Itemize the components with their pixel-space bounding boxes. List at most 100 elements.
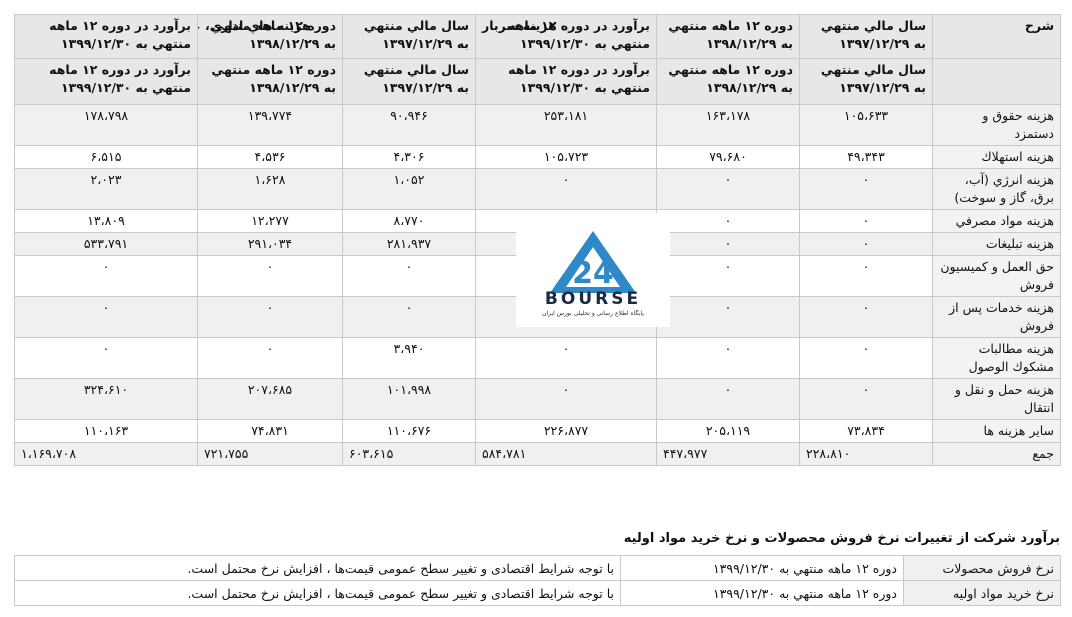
- cell: ۰: [799, 255, 933, 297]
- cell: ۰: [197, 337, 343, 379]
- rates-note: با توجه شرايط اقتصادى و تغيير سطح عمومى …: [14, 580, 621, 606]
- row-label: ساير هزينه ها: [932, 419, 1061, 443]
- cell: ۰: [799, 168, 933, 210]
- header-col-4: سال مالي منتهي به ۱۳۹۷/۱۲/۲۹: [342, 14, 476, 59]
- cell: ۷۹،۶۸۰: [656, 145, 800, 169]
- rates-table: نرخ فروش محصولات دوره ۱۲ ماهه منتهي به ۱…: [14, 555, 1061, 606]
- rates-section-title: برآورد شركت از تغييرات نرخ فروش محصولات …: [623, 531, 1060, 546]
- header-col-5-text: دوره ۱۲ ماهه منتهي به ۱۳۹۸/۱۲/۲۹: [211, 18, 336, 51]
- row-label: هزينه تبليغات: [932, 232, 1061, 256]
- cell: ۱۶۳،۱۷۸: [656, 104, 800, 146]
- header2-col-5: دوره ۱۲ ماهه منتهي به ۱۳۹۸/۱۲/۲۹: [197, 58, 343, 105]
- header-col-3-text: برآورد در دوره ۱۲ ماهه منتهي به ۱۳۹۹/۱۲/…: [508, 18, 650, 51]
- cell: ۴،۵۳۶: [197, 145, 343, 169]
- cell: ۲،۰۲۳: [14, 168, 198, 210]
- header2-col-6: برآورد در دوره ۱۲ ماهه منتهي به ۱۳۹۹/۱۲/…: [14, 58, 198, 105]
- total-label: جمع: [932, 442, 1061, 466]
- cell: ۱۱۰،۱۶۳: [14, 419, 198, 443]
- table-row: هزينه حقوق و دستمزد ۱۰۵،۶۳۳ ۱۶۳،۱۷۸ ۲۵۳،…: [14, 104, 1061, 146]
- bourse24-logo-icon: 24: [550, 231, 636, 293]
- cell: ۰: [656, 232, 800, 256]
- cell: ۷۳،۸۳۴: [799, 419, 933, 443]
- cell: ۲۰۷،۶۸۵: [197, 378, 343, 420]
- table-row: ساير هزينه ها ۷۳،۸۳۴ ۲۰۵،۱۱۹ ۲۲۶،۸۷۷ ۱۱۰…: [14, 419, 1061, 443]
- cell: ۰: [799, 296, 933, 338]
- cell: ۰: [342, 296, 476, 338]
- header-row-1: شرح سال مالي منتهي به ۱۳۹۷/۱۲/۲۹ دوره ۱۲…: [14, 14, 1061, 59]
- cell: ۰: [14, 255, 198, 297]
- cell: ۱۳،۸۰۹: [14, 209, 198, 233]
- cell: ۰: [197, 255, 343, 297]
- table-row: هزينه حمل و نقل و انتقال ۰ ۰ ۰ ۱۰۱،۹۹۸ ۲…: [14, 378, 1061, 420]
- header-col-1: سال مالي منتهي به ۱۳۹۷/۱۲/۲۹: [799, 14, 933, 59]
- cell: ۱،۰۵۲: [342, 168, 476, 210]
- cell: ۱۰۱،۹۹۸: [342, 378, 476, 420]
- cell: ۰: [656, 209, 800, 233]
- cell: ۰: [475, 337, 657, 379]
- logo-wordmark: BOURSE: [544, 289, 642, 309]
- cell: ۰: [799, 232, 933, 256]
- cell: ۱۷۸،۷۹۸: [14, 104, 198, 146]
- rates-note: با توجه شرايط اقتصادى و تغيير سطح عمومى …: [14, 555, 621, 581]
- total-row: جمع ۲۲۸،۸۱۰ ۴۴۷،۹۷۷ ۵۸۴،۷۸۱ ۶۰۳،۶۱۵ ۷۲۱،…: [14, 442, 1061, 466]
- rates-period: دوره ۱۲ ماهه منتهي به ۱۳۹۹/۱۲/۳۰: [620, 580, 904, 606]
- cell: ۱۲،۲۷۷: [197, 209, 343, 233]
- cell: ۰: [475, 378, 657, 420]
- cell: ۰: [342, 255, 476, 297]
- row-label: حق العمل و كميسيون فروش: [932, 255, 1061, 297]
- cell: ۰: [656, 168, 800, 210]
- total-cell: ۷۲۱،۷۵۵: [197, 442, 343, 466]
- header-group-overhead: هزينه سربار: [482, 18, 557, 33]
- cell: ۴۹،۳۴۳: [799, 145, 933, 169]
- header-group-admin: هزينه هاي اداري، عمومي و فروش: [199, 18, 311, 33]
- header-col-2: دوره ۱۲ ماهه منتهي به ۱۳۹۸/۱۲/۲۹: [656, 14, 800, 59]
- cell: ۳،۹۴۰: [342, 337, 476, 379]
- row-label: هزينه حقوق و دستمزد: [932, 104, 1061, 146]
- rates-label: نرخ خريد مواد اوليه: [903, 580, 1061, 606]
- total-cell: ۵۸۴،۷۸۱: [475, 442, 657, 466]
- rates-row: نرخ خريد مواد اوليه دوره ۱۲ ماهه منتهي ب…: [14, 580, 1061, 606]
- header2-col-4: سال مالي منتهي به ۱۳۹۷/۱۲/۲۹: [342, 58, 476, 105]
- expenses-table: شرح سال مالي منتهي به ۱۳۹۷/۱۲/۲۹ دوره ۱۲…: [14, 14, 1061, 466]
- row-label: هزينه مطالبات مشكوك الوصول: [932, 337, 1061, 379]
- cell: ۶،۵۱۵: [14, 145, 198, 169]
- cell: ۳۲۴،۶۱۰: [14, 378, 198, 420]
- total-cell: ۱،۱۶۹،۷۰۸: [14, 442, 198, 466]
- cell: ۲۹۱،۰۳۴: [197, 232, 343, 256]
- bourse24-watermark: 24 BOURSE پايگاه اطلاع رسانى و تحليلى بو…: [516, 213, 670, 327]
- cell: ۰: [656, 337, 800, 379]
- logo-tagline: پايگاه اطلاع رسانى و تحليلى بورس ايران: [542, 310, 644, 317]
- cell: ۰: [799, 209, 933, 233]
- cell: ۱۳۹،۷۷۴: [197, 104, 343, 146]
- cell: ۲۵۳،۱۸۱: [475, 104, 657, 146]
- cell: ۱،۶۲۸: [197, 168, 343, 210]
- header-row-2: سال مالي منتهي به ۱۳۹۷/۱۲/۲۹ دوره ۱۲ ماه…: [14, 58, 1061, 105]
- cell: ۰: [475, 168, 657, 210]
- header-col-6: برآورد در دوره ۱۲ ماهه منتهي به ۱۳۹۹/۱۲/…: [14, 14, 198, 59]
- table-row: هزينه استهلاك ۴۹،۳۴۳ ۷۹،۶۸۰ ۱۰۵،۷۲۳ ۴،۳۰…: [14, 145, 1061, 169]
- total-cell: ۶۰۳،۶۱۵: [342, 442, 476, 466]
- header2-col-3: برآورد در دوره ۱۲ ماهه منتهي به ۱۳۹۹/۱۲/…: [475, 58, 657, 105]
- cell: ۰: [656, 378, 800, 420]
- cell: ۲۲۶،۸۷۷: [475, 419, 657, 443]
- rates-period: دوره ۱۲ ماهه منتهي به ۱۳۹۹/۱۲/۳۰: [620, 555, 904, 581]
- cell: ۵۳۳،۷۹۱: [14, 232, 198, 256]
- header-label: شرح: [932, 14, 1061, 59]
- cell: ۹۰،۹۴۶: [342, 104, 476, 146]
- cell: ۸،۷۷۰: [342, 209, 476, 233]
- header2-label: [932, 58, 1061, 105]
- header-col-3: برآورد در دوره ۱۲ ماهه منتهي به ۱۳۹۹/۱۲/…: [475, 14, 657, 59]
- header-col-5: دوره ۱۲ ماهه منتهي به ۱۳۹۸/۱۲/۲۹ هزينه ه…: [197, 14, 343, 59]
- cell: ۱۱۰،۶۷۶: [342, 419, 476, 443]
- cell: ۰: [197, 296, 343, 338]
- table-row: هزينه انرژي (آب، برق، گاز و سوخت) ۰ ۰ ۰ …: [14, 168, 1061, 210]
- row-label: هزينه انرژي (آب، برق، گاز و سوخت): [932, 168, 1061, 210]
- cell: ۱۰۵،۶۳۳: [799, 104, 933, 146]
- row-label: هزينه حمل و نقل و انتقال: [932, 378, 1061, 420]
- cell: ۰: [656, 296, 800, 338]
- logo-number: 24: [572, 256, 614, 291]
- cell: ۲۰۵،۱۱۹: [656, 419, 800, 443]
- row-label: هزينه مواد مصرفي: [932, 209, 1061, 233]
- cell: ۰: [799, 378, 933, 420]
- table-row: هزينه مطالبات مشكوك الوصول ۰ ۰ ۰ ۳،۹۴۰ ۰…: [14, 337, 1061, 379]
